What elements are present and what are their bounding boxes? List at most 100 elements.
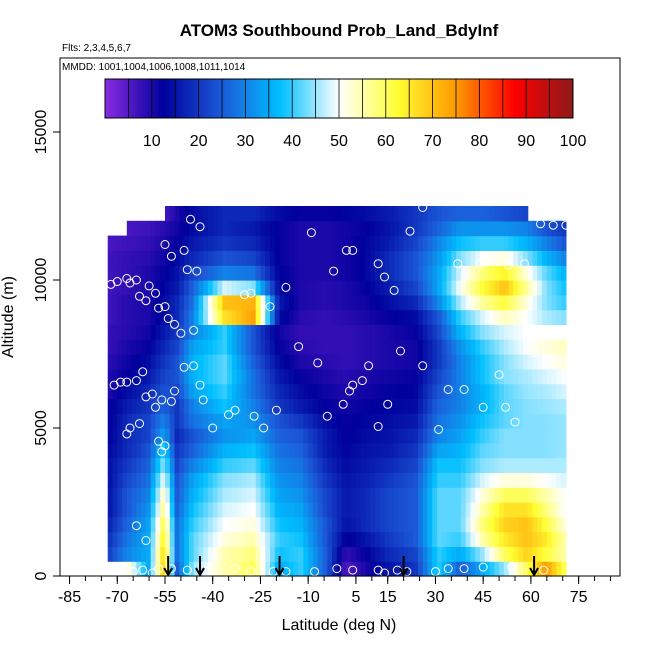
heatmap-cell	[341, 457, 347, 473]
heatmap-cell	[532, 280, 538, 296]
heatmap-cell	[112, 354, 118, 370]
heatmap-cell	[246, 235, 252, 251]
colorbar-cell	[345, 79, 348, 118]
heatmap-cell	[141, 472, 147, 488]
heatmap-cell	[522, 280, 529, 296]
heatmap-cell	[375, 428, 381, 444]
heatmap-cell	[112, 309, 118, 325]
heatmap-cell	[351, 457, 357, 473]
heatmap-cell	[360, 206, 367, 222]
heatmap-cell	[451, 324, 457, 340]
heatmap-cell	[475, 398, 481, 414]
heatmap-cell	[312, 457, 319, 473]
sample-point	[240, 290, 249, 300]
heatmap-cell	[217, 502, 223, 518]
heatmap-cell	[375, 368, 381, 385]
heatmap-cell	[484, 354, 491, 370]
heatmap-cell	[179, 428, 185, 444]
heatmap-cell	[494, 354, 500, 370]
heatmap-cell	[413, 339, 419, 355]
heatmap-cell	[384, 235, 390, 251]
heatmap-cell	[217, 546, 223, 562]
colorbar-cell	[259, 79, 262, 118]
heatmap-cell	[470, 250, 476, 266]
colorbar-cell	[393, 79, 396, 118]
heatmap-cell	[169, 531, 176, 547]
heatmap-cell	[537, 220, 543, 237]
heatmap-cell	[322, 354, 328, 370]
heatmap-cell	[422, 516, 429, 533]
heatmap-cell	[537, 398, 543, 414]
heatmap-cell	[227, 428, 233, 444]
heatmap-cell	[537, 487, 543, 503]
heatmap-cell	[174, 235, 180, 251]
heatmap-cell	[217, 516, 223, 533]
heatmap-cell	[370, 309, 376, 325]
heatmap-cell	[480, 487, 486, 503]
colorbar-cell	[563, 79, 566, 118]
colorbar-cell	[487, 79, 490, 118]
heatmap-cell	[203, 457, 209, 473]
heatmap-cell	[312, 516, 319, 533]
heatmap-cell	[465, 442, 472, 459]
heatmap-cell	[375, 546, 381, 562]
heatmap-cell	[265, 235, 271, 251]
heatmap-cell	[270, 398, 276, 414]
heatmap-cell	[279, 383, 285, 399]
colorbar-cell	[511, 79, 514, 118]
heatmap-cell	[227, 294, 233, 311]
colorbar-cell	[385, 79, 388, 118]
heatmap-cell	[126, 383, 133, 399]
heatmap-cell	[136, 531, 142, 547]
heatmap-cell	[160, 398, 166, 414]
heatmap-cell	[217, 220, 223, 237]
heatmap-cell	[408, 294, 414, 311]
heatmap-cell	[289, 516, 295, 533]
heatmap-cell	[456, 561, 462, 577]
y-axis-label: Altitude (m)	[0, 276, 17, 358]
heatmap-cell	[465, 516, 472, 533]
colorbar-cell	[535, 79, 538, 118]
heatmap-cell	[279, 413, 285, 429]
heatmap-cell	[155, 250, 161, 266]
heatmap-cell	[165, 368, 171, 385]
heatmap-cell	[141, 280, 147, 296]
heatmap-cell	[542, 265, 548, 281]
heatmap-cell	[499, 220, 505, 237]
heatmap-cell	[150, 531, 157, 547]
heatmap-cell	[241, 472, 247, 488]
heatmap-cell	[336, 442, 343, 459]
flights-subtitle: Flts: 2,3,4,5,6,7	[62, 43, 131, 54]
heatmap-cell	[279, 220, 285, 237]
heatmap-cell	[408, 368, 414, 385]
y-tick-label: 0	[33, 571, 50, 580]
heatmap-cell	[155, 457, 161, 473]
heatmap-cell	[499, 250, 505, 266]
heatmap-cell	[136, 368, 142, 385]
heatmap-cell	[136, 428, 142, 444]
heatmap-cell	[542, 309, 548, 325]
heatmap-cell	[174, 516, 180, 533]
heatmap-cell	[532, 428, 538, 444]
heatmap-cell	[522, 428, 529, 444]
heatmap-cell	[308, 502, 314, 518]
heatmap-cell	[427, 324, 433, 340]
heatmap-cell	[255, 502, 262, 518]
colorbar-cell	[227, 79, 230, 118]
colorbar-cell	[261, 79, 264, 118]
heatmap-cell	[389, 398, 395, 414]
heatmap-cell	[556, 220, 562, 237]
heatmap-cell	[503, 428, 510, 444]
heatmap-cell	[346, 472, 352, 488]
heatmap-cell	[284, 531, 290, 547]
heatmap-cell	[432, 457, 438, 473]
heatmap-cell	[317, 428, 324, 444]
heatmap-cell	[203, 487, 209, 503]
sample-point	[281, 282, 291, 292]
heatmap-cell	[212, 294, 219, 311]
heatmap-cell	[518, 398, 524, 414]
heatmap-cell	[427, 428, 433, 444]
heatmap-cell	[298, 516, 305, 533]
heatmap-cell	[441, 250, 448, 266]
heatmap-cell	[298, 398, 305, 414]
